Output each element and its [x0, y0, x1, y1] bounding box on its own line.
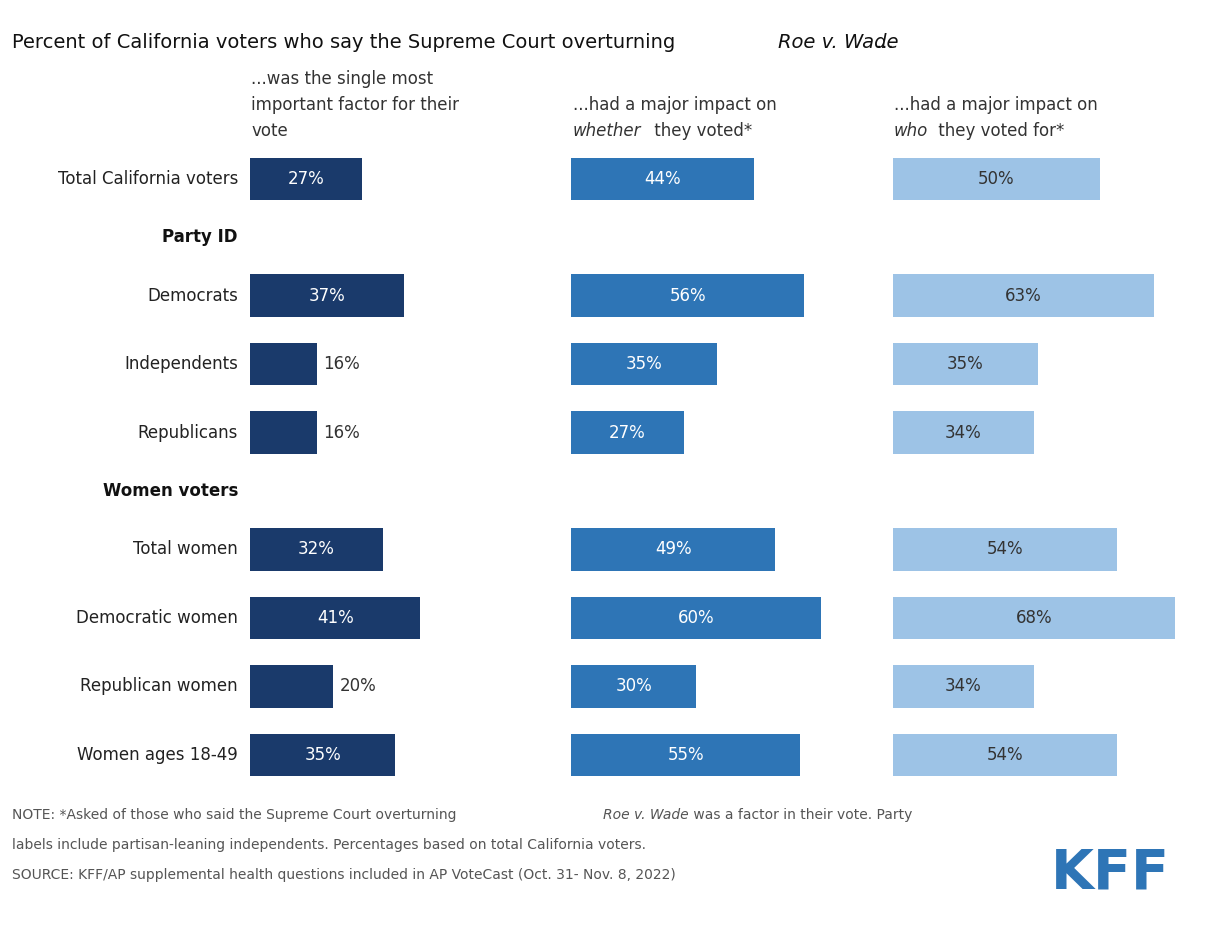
Text: Democratic women: Democratic women	[76, 609, 238, 627]
Text: was a factor in their vote. Party: was a factor in their vote. Party	[689, 808, 913, 822]
Text: 20%: 20%	[339, 677, 376, 696]
Text: 55%: 55%	[667, 746, 704, 764]
Text: 54%: 54%	[987, 746, 1024, 764]
Text: NOTE: *Asked of those who said the Supreme Court overturning: NOTE: *Asked of those who said the Supre…	[12, 808, 461, 822]
Text: 35%: 35%	[626, 355, 662, 374]
Text: 49%: 49%	[655, 540, 692, 559]
Text: Roe v. Wade: Roe v. Wade	[603, 808, 688, 822]
Text: 68%: 68%	[1015, 609, 1052, 627]
Text: whether: whether	[572, 122, 640, 140]
Text: Total women: Total women	[133, 540, 238, 559]
Text: who: who	[894, 122, 928, 140]
Text: Percent of California voters who say the Supreme Court overturning: Percent of California voters who say the…	[12, 33, 682, 51]
Text: ...had a major impact on: ...had a major impact on	[894, 96, 1098, 114]
Text: 50%: 50%	[978, 170, 1015, 188]
Text: vote: vote	[251, 122, 288, 140]
Text: 35%: 35%	[947, 355, 983, 374]
Text: 16%: 16%	[322, 355, 360, 374]
Text: KFF: KFF	[1050, 846, 1170, 900]
Text: Party ID: Party ID	[162, 228, 238, 247]
Text: they voted for*: they voted for*	[933, 122, 1064, 140]
Text: Republican women: Republican women	[81, 677, 238, 696]
Text: 54%: 54%	[987, 540, 1024, 559]
Text: labels include partisan-leaning independents. Percentages based on total Califor: labels include partisan-leaning independ…	[12, 838, 647, 852]
Text: 34%: 34%	[944, 424, 982, 442]
Text: they voted*: they voted*	[649, 122, 753, 140]
Text: Republicans: Republicans	[138, 424, 238, 442]
Text: ...had a major impact on: ...had a major impact on	[572, 96, 776, 114]
Text: Roe v. Wade: Roe v. Wade	[778, 33, 899, 51]
Text: 63%: 63%	[1005, 287, 1042, 304]
Text: Women voters: Women voters	[102, 482, 238, 500]
Text: 34%: 34%	[944, 677, 982, 696]
Text: important factor for their: important factor for their	[251, 96, 459, 114]
Text: Women ages 18-49: Women ages 18-49	[77, 746, 238, 764]
Text: ...: ...	[876, 33, 894, 51]
Text: 35%: 35%	[305, 746, 342, 764]
Text: Independents: Independents	[124, 355, 238, 374]
Text: 30%: 30%	[615, 677, 651, 696]
Text: Total California voters: Total California voters	[57, 170, 238, 188]
Text: 16%: 16%	[322, 424, 360, 442]
Text: 32%: 32%	[298, 540, 336, 559]
Text: SOURCE: KFF/AP supplemental health questions included in AP VoteCast (Oct. 31- N: SOURCE: KFF/AP supplemental health quest…	[12, 868, 676, 882]
Text: 56%: 56%	[670, 287, 706, 304]
Text: 37%: 37%	[309, 287, 345, 304]
Text: 27%: 27%	[609, 424, 645, 442]
Text: 41%: 41%	[317, 609, 354, 627]
Text: Democrats: Democrats	[148, 287, 238, 304]
Text: 27%: 27%	[288, 170, 325, 188]
Text: ...was the single most: ...was the single most	[251, 70, 433, 88]
Text: 44%: 44%	[644, 170, 681, 188]
Text: 60%: 60%	[677, 609, 714, 627]
